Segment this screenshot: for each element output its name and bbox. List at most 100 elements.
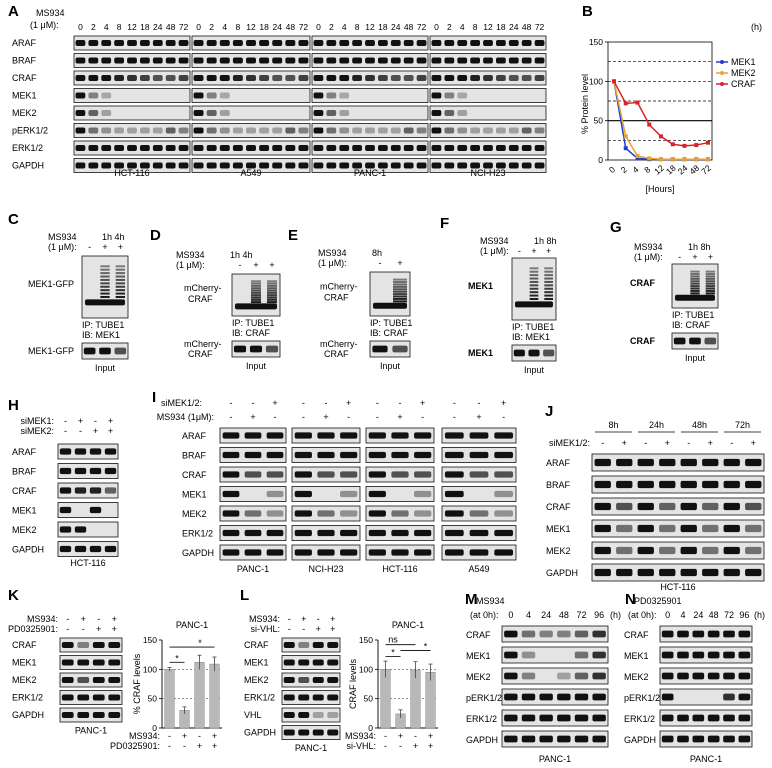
- a-blot-panc-1-araf: [311, 35, 429, 51]
- n-at-label: (at 0h):: [628, 610, 657, 620]
- e-input-label: Input: [380, 361, 401, 371]
- b-legend-entry: MEK1: [731, 57, 756, 67]
- a-time-label: 12: [365, 22, 375, 32]
- k-blot-erk1-2: [59, 690, 123, 705]
- l-ylabel: CRAF levels: [348, 658, 358, 709]
- k-bar: [194, 662, 205, 729]
- c-ib-label: IB: MEK1: [82, 330, 120, 340]
- j-cell-line-label: HCT-116: [660, 582, 695, 592]
- i-sign: +: [420, 398, 425, 408]
- b-point-craf: [694, 143, 699, 148]
- i-blot-nci-h23-mek2: [291, 505, 361, 522]
- l-blot-mek1: [281, 655, 341, 670]
- e-time-label: 8h: [372, 248, 382, 258]
- b-point-mek2: [647, 156, 652, 161]
- a-blot-hct-116-mek2: [73, 105, 191, 121]
- k-ylabel: % CRAF levels: [132, 653, 142, 714]
- l-row-label: GAPDH: [244, 728, 276, 738]
- k-xcond-sign: +: [212, 731, 217, 741]
- l-xcond-sign: +: [398, 731, 403, 741]
- panel-letter-j: J: [545, 403, 553, 420]
- n-time-label: 72: [724, 610, 734, 620]
- j-row-label: BRAF: [546, 480, 571, 490]
- a-concentration-label: (1 μM):: [30, 20, 59, 30]
- i-blot-hct-116-erk1-2: [365, 525, 435, 541]
- e-concentration-label: (1 μM):: [318, 258, 347, 268]
- m-row-label: GAPDH: [466, 735, 498, 745]
- a-blot-a549-perk1/2: [191, 123, 311, 138]
- d-ib-label: IB: CRAF: [232, 328, 271, 338]
- l-cond2-label: si-VHL:: [250, 624, 280, 634]
- k-sign: +: [81, 614, 86, 624]
- e-input-blot: [369, 340, 411, 358]
- l-bar: [410, 669, 421, 729]
- g-ib-label: IB: CRAF: [672, 320, 711, 330]
- panel-letter-m: M: [465, 591, 478, 608]
- j-blot-araf: [591, 453, 765, 472]
- a-time-label: 48: [166, 22, 176, 32]
- d-treatment-label: MS934: [176, 250, 205, 260]
- k-sign: -: [66, 624, 69, 634]
- b-xlabel: [Hours]: [645, 184, 674, 194]
- f-ip-label: IP: TUBE1: [512, 322, 554, 332]
- j-blot-gapdh: [591, 563, 765, 582]
- h-sign: -: [64, 426, 67, 436]
- b-point-craf: [682, 143, 687, 148]
- l-blot-craf: [281, 637, 341, 653]
- n-time-label: 48: [709, 610, 719, 620]
- m-at-label: (at 0h):: [470, 610, 499, 620]
- panel-letter-h: H: [8, 397, 19, 414]
- l-bar: [380, 669, 391, 729]
- i-sign: -: [302, 398, 305, 408]
- g-ip-blot: [671, 263, 719, 309]
- h-blot-mek1: [57, 502, 119, 518]
- i-sign: -: [230, 412, 233, 422]
- i-blot-hct-116-araf: [365, 427, 435, 444]
- k-ytick-label: 150: [143, 635, 157, 645]
- j-blot-mek2: [591, 541, 765, 560]
- a-row-label: pERK1/2: [12, 126, 48, 136]
- l-chart-title: PANC-1: [392, 620, 424, 630]
- d-sign: -: [239, 260, 242, 270]
- a-blot-a549-gapdh: [191, 158, 311, 173]
- a-cell-line-label: A549: [240, 168, 261, 178]
- f-treatment-label: MS934: [480, 236, 509, 246]
- d-protein-label-2: CRAF: [188, 294, 213, 304]
- k-xcond-sign: -: [168, 731, 171, 741]
- k-xcond-sign: -: [198, 731, 201, 741]
- i-blot-a549-mek1: [441, 486, 517, 502]
- k-row-label: CRAF: [12, 640, 37, 650]
- f-protein-label: MEK1: [468, 281, 493, 291]
- i-sign: -: [399, 398, 402, 408]
- j-blot-craf: [591, 497, 765, 516]
- i-sign: +: [501, 398, 506, 408]
- i-sign: +: [250, 412, 255, 422]
- h-cond2-label: siMEK2:: [20, 426, 54, 436]
- j-row-label: GAPDH: [546, 568, 578, 578]
- b-point-craf: [706, 140, 710, 145]
- c-ip-blot: [81, 255, 129, 319]
- k-blot-mek1: [59, 655, 123, 670]
- i-blot-a549-braf: [441, 447, 517, 463]
- d-input-protein-label: mCherry-: [184, 339, 222, 349]
- i-cond2-label: MS934 (1μM):: [157, 412, 214, 422]
- m-row-label: ERK1/2: [466, 714, 497, 724]
- l-sign: -: [302, 624, 305, 634]
- a-blot-panc-1-gapdh: [311, 158, 429, 173]
- f-sign: -: [518, 246, 521, 256]
- e-ip-blot: [369, 271, 411, 317]
- d-input-blot: [231, 340, 281, 358]
- c-treatment-label: MS934: [48, 232, 77, 242]
- i-sign: -: [478, 398, 481, 408]
- h-sign: +: [93, 426, 98, 436]
- i-sign: -: [302, 412, 305, 422]
- i-sign: +: [476, 412, 481, 422]
- h-sign: +: [108, 426, 113, 436]
- d-sign: +: [269, 260, 274, 270]
- b-point-craf: [623, 101, 628, 106]
- j-blot-braf: [591, 475, 765, 494]
- a-time-label: 4: [222, 22, 227, 32]
- a-time-label: 8: [355, 22, 360, 32]
- i-row-label: MEK1: [182, 490, 207, 500]
- b-point-craf: [635, 100, 640, 105]
